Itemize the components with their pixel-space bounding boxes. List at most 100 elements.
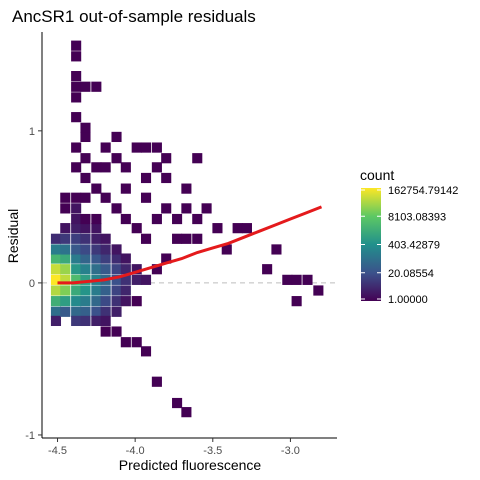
heatmap-bin (241, 223, 252, 234)
legend-title: count (360, 167, 394, 183)
smooth-trend-line (57, 205, 323, 285)
heatmap-bin (282, 274, 293, 285)
heatmap-bin (140, 192, 152, 203)
heatmap-bin (161, 253, 172, 264)
heatmap-bin (50, 233, 62, 244)
heatmap-bin (50, 285, 62, 296)
heatmap-bin (71, 264, 82, 275)
heatmap-bin (120, 285, 131, 296)
heatmap-bin (71, 296, 82, 307)
heatmap-bin (50, 296, 62, 307)
heatmap-bin (120, 274, 131, 285)
heatmap-bin (232, 223, 243, 234)
x-axis-ticks: -4.5 -4.0 -3.5 -3.0 (48, 438, 300, 457)
heatmap-bin (111, 264, 122, 275)
heatmap-bin (161, 153, 172, 164)
heatmap-bin (71, 253, 82, 264)
chart-title: AncSR1 out-of-sample residuals (12, 7, 256, 26)
heatmap-bin (91, 264, 102, 275)
heatmap-bin (192, 213, 203, 225)
heatmap-bin (80, 122, 91, 133)
heatmap-bin (71, 285, 82, 296)
heatmap-bin (60, 203, 71, 214)
heatmap-bin (313, 285, 324, 296)
legend-ticks: 162754.79142 8103.08393 403.42879 20.08554 1… (361, 185, 458, 306)
heatmap-bin (71, 223, 82, 234)
heatmap-bin (111, 131, 122, 143)
heatmap-bin (291, 274, 302, 285)
heatmap-bin (80, 306, 91, 317)
heatmap-bin (80, 192, 91, 203)
heatmap-bin (60, 306, 71, 317)
heatmap-bin (111, 153, 122, 164)
heatmap-bin (100, 162, 111, 173)
heatmap-bin (91, 285, 102, 296)
heatmap-bin (111, 326, 122, 337)
heatmap-bin (100, 253, 111, 264)
heatmap-bin (71, 112, 82, 123)
heatmap-bin (100, 296, 111, 307)
heatmap-bin (71, 142, 82, 153)
heatmap-bins (50, 40, 324, 418)
heatmap-bin (71, 40, 82, 51)
heatmap-bin (100, 233, 111, 244)
legend-tick-label: 8103.08393 (388, 211, 446, 223)
heatmap-bin (60, 244, 71, 255)
heatmap-bin (71, 274, 82, 285)
heatmap-bin (100, 285, 111, 296)
heatmap-bin (71, 233, 82, 244)
heatmap-bin (80, 233, 91, 244)
heatmap-bin (71, 81, 82, 92)
heatmap-bin (302, 274, 313, 285)
heatmap-bin (80, 172, 91, 184)
heatmap-bin (80, 274, 91, 285)
heatmap-bin (181, 407, 192, 418)
heatmap-bin (131, 337, 142, 348)
legend-tick-label: 403.42879 (388, 240, 440, 252)
heatmap-bin (262, 264, 273, 275)
heatmap-bin (111, 274, 122, 285)
heatmap-bin (71, 71, 82, 82)
heatmap-bin (91, 253, 102, 264)
heatmap-bin (71, 51, 82, 62)
heatmap-bin (71, 92, 82, 103)
x-tick-label: -4.0 (126, 445, 145, 457)
heatmap-bin (151, 264, 162, 275)
heatmap-bin (91, 244, 102, 255)
heatmap-bin (120, 213, 131, 225)
heatmap-bin (120, 253, 131, 264)
heatmap-bin (80, 244, 91, 255)
heatmap-bin (100, 142, 111, 153)
heatmap-bin (100, 264, 111, 275)
heatmap-bin (100, 244, 111, 255)
heatmap-bin (50, 306, 62, 317)
legend-tick-label: 20.08554 (388, 268, 434, 280)
heatmap-bin (291, 296, 302, 307)
heatmap-bin (131, 223, 142, 234)
heatmap-bin (91, 223, 102, 234)
heatmap-bin (50, 315, 62, 327)
heatmap-bin (181, 233, 192, 244)
heatmap-bin (151, 376, 162, 387)
heatmap-bin (111, 296, 122, 307)
heatmap-bin (71, 162, 82, 173)
heatmap-bin (71, 213, 82, 225)
legend-tick-label: 162754.79142 (388, 185, 458, 197)
heatmap-bin (50, 264, 62, 275)
heatmap-bin (161, 203, 172, 214)
heatmap-bin (172, 213, 183, 225)
heatmap-bin (120, 264, 131, 275)
heatmap-bin (111, 306, 122, 317)
heatmap-bin (80, 315, 91, 327)
heatmap-bin (140, 142, 152, 153)
x-tick-label: -3.5 (203, 445, 222, 457)
heatmap-bin (181, 183, 192, 194)
heatmap-bin (100, 315, 111, 327)
heatmap-bin (50, 274, 62, 285)
heatmap-bin (140, 274, 152, 285)
heatmap-bin (80, 81, 91, 92)
y-tick-label: 1 (29, 126, 35, 138)
x-tick-label: -3.0 (281, 445, 300, 457)
heatmap-bin (91, 233, 102, 244)
